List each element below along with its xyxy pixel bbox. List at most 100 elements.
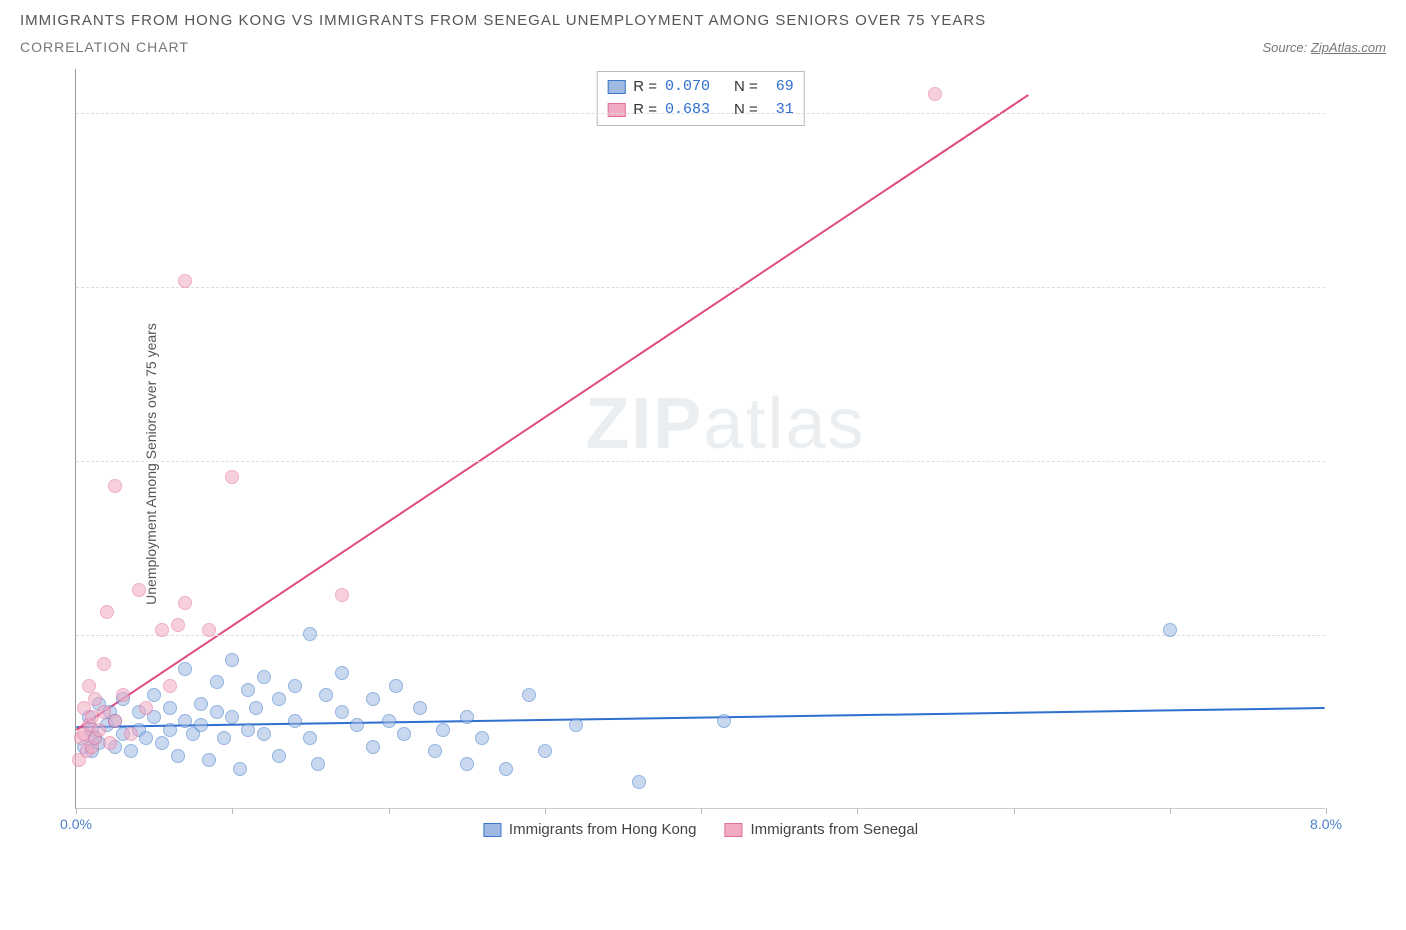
data-point [288, 714, 302, 728]
legend-item: Immigrants from Hong Kong [483, 821, 697, 838]
r-label: R = [633, 76, 657, 99]
data-point [366, 740, 380, 754]
data-point [124, 727, 138, 741]
watermark-light: atlas [703, 384, 865, 464]
data-point [217, 731, 231, 745]
n-label: N = [734, 99, 758, 122]
legend-label: Immigrants from Senegal [751, 821, 919, 838]
data-point [202, 623, 216, 637]
trend-lines [76, 69, 1325, 808]
swatch-icon [607, 103, 625, 117]
data-point [163, 701, 177, 715]
data-point [88, 692, 102, 706]
data-point [428, 744, 442, 758]
legend-label: Immigrants from Hong Kong [509, 821, 697, 838]
source-link[interactable]: ZipAtlas.com [1311, 40, 1386, 55]
x-tick [857, 808, 858, 814]
data-point [717, 714, 731, 728]
gridline [76, 461, 1325, 462]
n-label: N = [734, 76, 758, 99]
data-point [233, 762, 247, 776]
data-point [92, 723, 106, 737]
swatch-icon [725, 823, 743, 837]
x-tick [701, 808, 702, 814]
correlation-chart: Unemployment Among Seniors over 75 years… [20, 59, 1386, 869]
data-point [116, 688, 130, 702]
data-point [413, 701, 427, 715]
data-point [100, 605, 114, 619]
data-point [171, 618, 185, 632]
data-point [257, 727, 271, 741]
data-point [103, 736, 117, 750]
data-point [335, 588, 349, 602]
data-point [538, 744, 552, 758]
data-point [335, 666, 349, 680]
data-point [178, 662, 192, 676]
data-point [303, 731, 317, 745]
data-point [178, 274, 192, 288]
watermark: ZIPatlas [585, 383, 865, 465]
data-point [257, 670, 271, 684]
data-point [202, 753, 216, 767]
swatch-icon [483, 823, 501, 837]
data-point [194, 718, 208, 732]
data-point [241, 683, 255, 697]
r-value: 0.683 [665, 99, 710, 122]
gridline [76, 287, 1325, 288]
data-point [522, 688, 536, 702]
r-value: 0.070 [665, 76, 710, 99]
data-point [124, 744, 138, 758]
data-point [499, 762, 513, 776]
source-prefix: Source: [1262, 40, 1310, 55]
data-point [249, 701, 263, 715]
x-tick [232, 808, 233, 814]
x-tick-label: 8.0% [1310, 816, 1342, 832]
data-point [178, 596, 192, 610]
data-point [475, 731, 489, 745]
series-legend: Immigrants from Hong Kong Immigrants from… [483, 821, 918, 838]
data-point [335, 705, 349, 719]
page-title: IMMIGRANTS FROM HONG KONG VS IMMIGRANTS … [20, 12, 1386, 29]
data-point [460, 757, 474, 771]
data-point [397, 727, 411, 741]
data-point [311, 757, 325, 771]
plot-area: ZIPatlas R =0.070N =69R =0.683N =31 Immi… [75, 69, 1325, 809]
data-point [132, 583, 146, 597]
data-point [288, 679, 302, 693]
data-point [366, 692, 380, 706]
header-row: CORRELATION CHART Source: ZipAtlas.com [20, 39, 1386, 55]
stats-row: R = 0.070 N = 69 [607, 76, 794, 99]
data-point [303, 627, 317, 641]
x-tick [76, 808, 77, 814]
data-point [632, 775, 646, 789]
stats-legend: R =0.070N =69R =0.683N =31 [596, 71, 805, 126]
data-point [194, 697, 208, 711]
n-value: 69 [766, 76, 794, 99]
legend-item: Immigrants from Senegal [725, 821, 919, 838]
data-point [436, 723, 450, 737]
data-point [1163, 623, 1177, 637]
data-point [163, 723, 177, 737]
stats-row: R =0.683N =31 [607, 99, 794, 122]
data-point [319, 688, 333, 702]
data-point [460, 710, 474, 724]
x-tick [389, 808, 390, 814]
data-point [225, 710, 239, 724]
subtitle: CORRELATION CHART [20, 39, 189, 55]
data-point [108, 714, 122, 728]
data-point [350, 718, 364, 732]
data-point [225, 470, 239, 484]
data-point [97, 657, 111, 671]
watermark-bold: ZIP [585, 384, 703, 464]
data-point [155, 736, 169, 750]
data-point [272, 692, 286, 706]
data-point [139, 701, 153, 715]
data-point [139, 731, 153, 745]
data-point [82, 679, 96, 693]
data-point [569, 718, 583, 732]
data-point [210, 675, 224, 689]
data-point [389, 679, 403, 693]
data-point [163, 679, 177, 693]
x-tick-label: 0.0% [60, 816, 92, 832]
data-point [171, 749, 185, 763]
